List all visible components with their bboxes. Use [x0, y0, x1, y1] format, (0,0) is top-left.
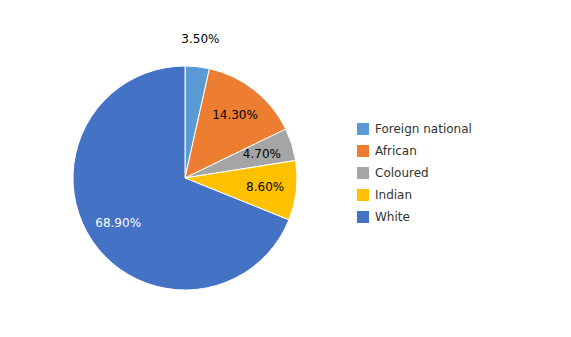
- legend-swatch: [357, 211, 369, 223]
- legend-label: White: [375, 210, 410, 224]
- legend-swatch: [357, 145, 369, 157]
- legend-item: African: [357, 144, 417, 158]
- legend-label: Coloured: [375, 166, 429, 180]
- legend-label: Indian: [375, 188, 412, 202]
- legend-swatch: [357, 189, 369, 201]
- data-label: 4.70%: [243, 147, 281, 161]
- data-label: 14.30%: [212, 108, 258, 122]
- legend-label: African: [375, 144, 417, 158]
- legend: Foreign national African Coloured Indian Whi…: [357, 122, 472, 224]
- pie: [73, 66, 297, 290]
- legend-item: Foreign national: [357, 122, 472, 136]
- data-label: 3.50%: [181, 32, 219, 46]
- pie-slice: [73, 66, 289, 290]
- chart: 3.50% 14.30% 4.70% 8.60% 68.90% Foreign natio…: [0, 0, 571, 337]
- legend-swatch: [357, 123, 369, 135]
- data-label: 68.90%: [95, 216, 141, 230]
- legend-item: White: [357, 210, 410, 224]
- legend-swatch: [357, 167, 369, 179]
- legend-item: Coloured: [357, 166, 429, 180]
- data-labels: 3.50% 14.30% 4.70% 8.60% 68.90%: [95, 32, 284, 230]
- legend-item: Indian: [357, 188, 412, 202]
- legend-label: Foreign national: [375, 122, 472, 136]
- data-label: 8.60%: [246, 180, 284, 194]
